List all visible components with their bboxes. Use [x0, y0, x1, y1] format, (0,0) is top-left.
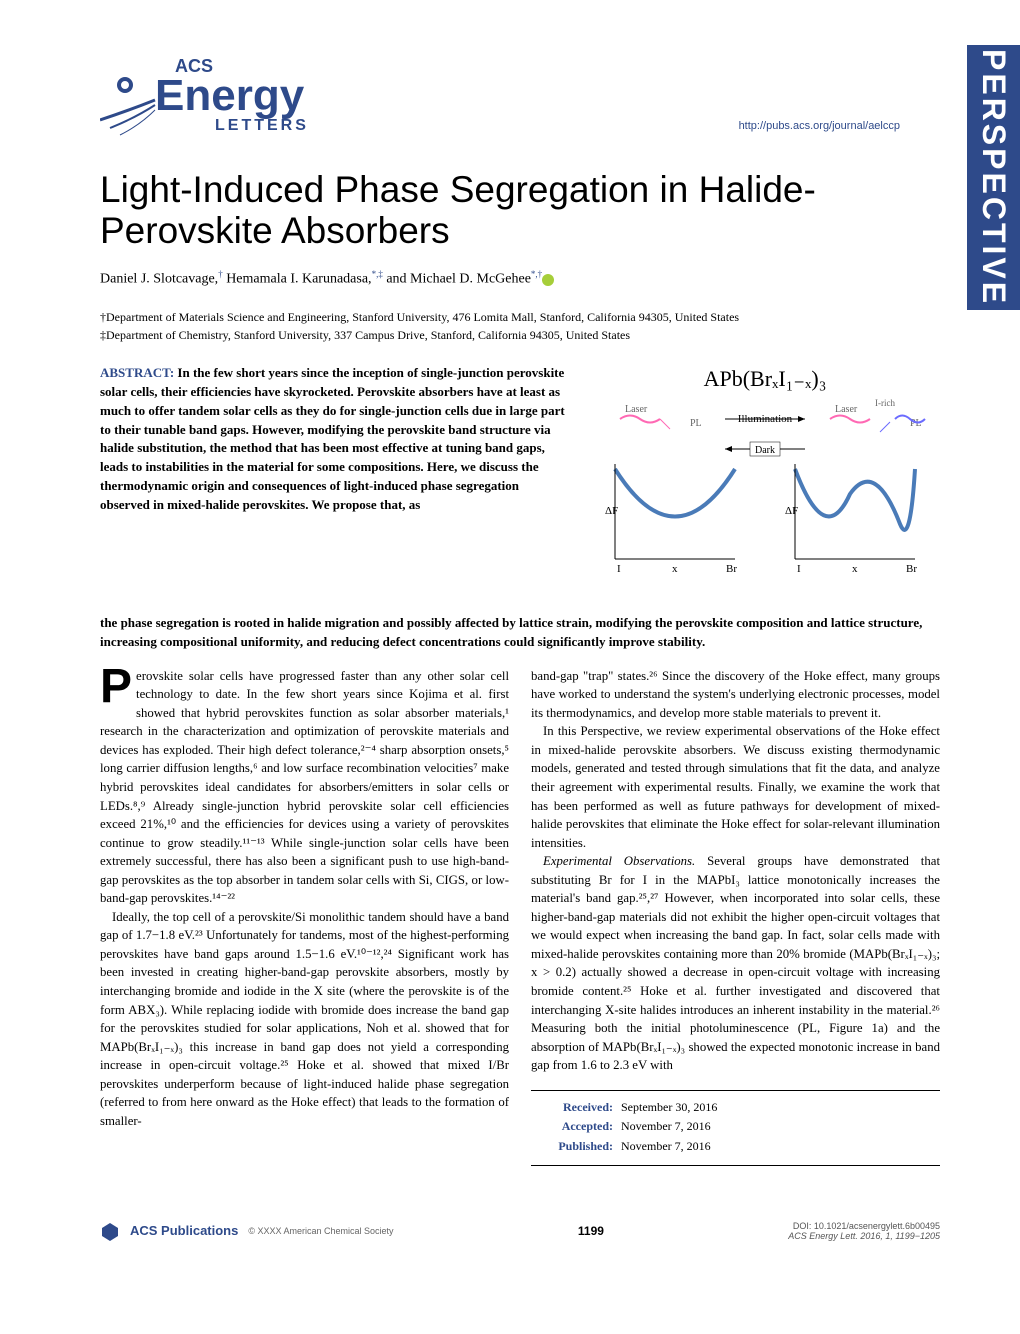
- Br-right: Br: [906, 563, 917, 575]
- footer-right: DOI: 10.1021/acsenergylett.6b00495 ACS E…: [788, 1221, 940, 1241]
- page-container: ACS Energy LETTERS http://pubs.acs.org/j…: [0, 0, 1020, 1271]
- affiliations: †Department of Materials Science and Eng…: [100, 308, 940, 344]
- x-right: x: [852, 563, 858, 575]
- laser-label-left: Laser: [625, 404, 648, 415]
- paragraph-3: band-gap "trap" states.²⁶ Since the disc…: [531, 667, 940, 723]
- I-right: I: [797, 563, 801, 575]
- abstract-label: ABSTRACT:: [100, 365, 174, 380]
- affiliation-1: †Department of Materials Science and Eng…: [100, 308, 940, 326]
- orcid-icon[interactable]: [542, 274, 554, 286]
- published-date: November 7, 2016: [621, 1138, 711, 1155]
- copyright-text: © XXXX American Chemical Society: [248, 1226, 393, 1236]
- page-number: 1199: [578, 1224, 604, 1238]
- paragraph-2: Ideally, the top cell of a perovskite/Si…: [100, 908, 509, 1131]
- header: ACS Energy LETTERS http://pubs.acs.org/j…: [100, 50, 940, 140]
- laser-wave-left: [620, 416, 660, 423]
- published-label: Published:: [531, 1138, 621, 1155]
- df-right: ΔF: [785, 505, 798, 517]
- footer-left: ACS Publications © XXXX American Chemica…: [100, 1221, 394, 1241]
- affiliation-2: ‡Department of Chemistry, Stanford Unive…: [100, 326, 940, 344]
- acs-logo-icon: [100, 1221, 120, 1241]
- Br-left: Br: [726, 563, 737, 575]
- laser-arrow-left: [660, 419, 670, 429]
- article-title: Light-Induced Phase Segregation in Halid…: [100, 170, 940, 251]
- ast-dagger-sup: *,†: [531, 269, 542, 279]
- dropcap: P: [100, 667, 136, 708]
- pl-label-left: PL: [690, 418, 702, 429]
- abstract-section: ABSTRACT: In the few short years since t…: [100, 364, 940, 589]
- toc-figure: APb(BrₓI₁₋ₓ)₃ Laser PL Illumination Dark…: [590, 364, 940, 589]
- toc-formula: APb(BrₓI₁₋ₓ)₃: [704, 366, 827, 391]
- irich-label: I-rich: [875, 398, 895, 408]
- dagger-sup: †: [218, 269, 223, 279]
- journal-link[interactable]: http://pubs.acs.org/journal/aelccp: [739, 120, 900, 132]
- well-left: [615, 469, 735, 517]
- p1-text: erovskite solar cells have progressed fa…: [100, 669, 509, 906]
- paragraph-5: Experimental Observations. Several group…: [531, 852, 940, 1075]
- ast-ddagger-sup: *,‡: [372, 269, 383, 279]
- journal-logo: ACS Energy LETTERS: [100, 50, 330, 140]
- acs-publications-label: ACS Publications: [130, 1223, 238, 1238]
- laser-wave-right: [830, 416, 870, 423]
- laser-label-right: Laser: [835, 404, 858, 415]
- received-date: September 30, 2016: [621, 1099, 717, 1116]
- abstract-text-full: the phase segregation is rooted in halid…: [100, 614, 940, 652]
- doi-text: DOI: 10.1021/acsenergylett.6b00495: [788, 1221, 940, 1231]
- dates-box: Received: September 30, 2016 Accepted: N…: [531, 1090, 940, 1166]
- paragraph-1: Perovskite solar cells have progressed f…: [100, 667, 509, 908]
- abstract-content-1: In the few short years since the incepti…: [100, 365, 565, 512]
- svg-text:Energy: Energy: [155, 71, 305, 120]
- abstract-text-left: ABSTRACT: In the few short years since t…: [100, 364, 570, 589]
- dark-label: Dark: [755, 445, 775, 456]
- p5-label: Experimental Observations.: [543, 854, 695, 868]
- df-left: ΔF: [605, 505, 618, 517]
- p5-text: Several groups have demonstrated that su…: [531, 854, 940, 1072]
- well-right: [795, 469, 915, 530]
- accepted-date: November 7, 2016: [621, 1118, 711, 1135]
- abstract-content-2: the phase segregation is rooted in halid…: [100, 615, 922, 649]
- received-label: Received:: [531, 1099, 621, 1116]
- accepted-label: Accepted:: [531, 1118, 621, 1135]
- I-left: I: [617, 563, 621, 575]
- footer: ACS Publications © XXXX American Chemica…: [100, 1206, 940, 1241]
- body-text: Perovskite solar cells have progressed f…: [100, 667, 940, 1166]
- citation-text: ACS Energy Lett. 2016, 1, 1199−1205: [788, 1231, 940, 1241]
- x-left: x: [672, 563, 678, 575]
- authors: Daniel J. Slotcavage,† Hemamala I. Karun…: [100, 269, 940, 288]
- svg-text:LETTERS: LETTERS: [215, 117, 309, 134]
- paragraph-4: In this Perspective, we review experimen…: [531, 722, 940, 852]
